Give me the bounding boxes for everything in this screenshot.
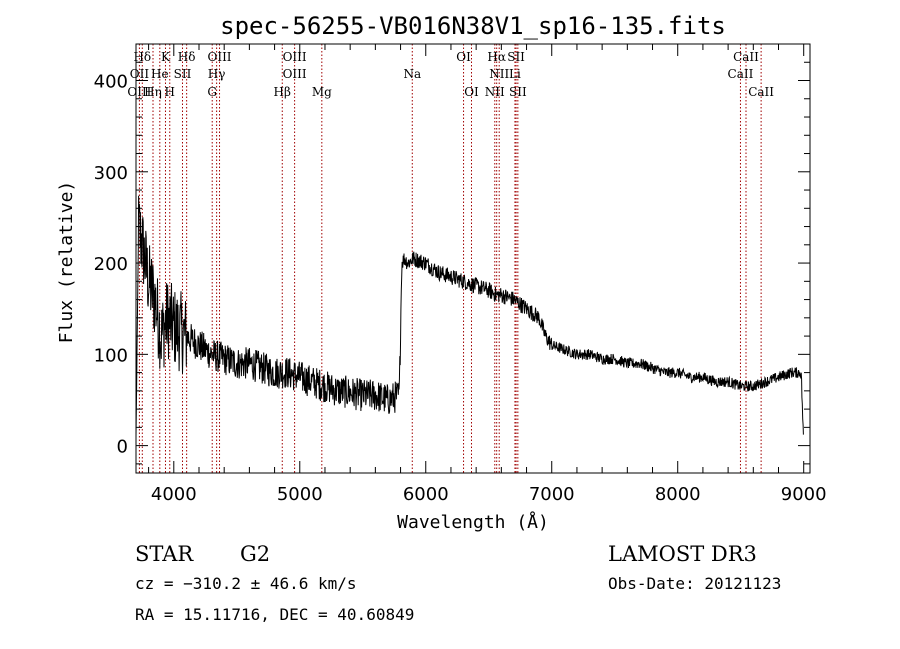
- x-tick-label: 8000: [655, 484, 701, 505]
- redshift-cz: cz = −310.2 ± 46.6 km/s: [135, 574, 357, 593]
- spectral-line-label: K: [161, 50, 171, 64]
- spectrum-line: [135, 195, 804, 437]
- spectral-line-label: OIII: [283, 50, 307, 64]
- spectral-line-label: Li: [509, 67, 521, 81]
- spectral-line-label: G: [207, 85, 217, 99]
- spectral-line-label: CaII: [728, 67, 754, 81]
- y-axis-ticks: 0 100 200 300 400: [94, 43, 810, 465]
- spectral-line-label: Hβ: [274, 85, 291, 99]
- spectral-line-label: OI: [464, 85, 479, 99]
- x-axis-label: Wavelength (Å): [397, 511, 549, 533]
- spectral-line-label: OII: [130, 67, 150, 81]
- spectral-line-label: NII: [489, 67, 509, 81]
- spectral-line-label: SII: [174, 67, 192, 81]
- chart-title: spec-56255-VB016N38V1_sp16-135.fits: [220, 12, 726, 40]
- spectral-line-label: Hγ: [208, 67, 226, 81]
- spectral-line-label: Na: [403, 67, 421, 81]
- x-tick-label: 6000: [403, 484, 449, 505]
- x-tick-label: 5000: [277, 484, 323, 505]
- sky-coordinates: RA = 15.11716, DEC = 40.60849: [135, 605, 414, 624]
- plot-frame: [135, 43, 811, 474]
- spectral-line-label: OI: [456, 50, 471, 64]
- y-tick-label: 200: [94, 254, 128, 275]
- spectral-line-label: Hδ: [133, 50, 151, 64]
- spectral-line-label: Hδ: [178, 50, 196, 64]
- y-tick-label: 0: [117, 437, 128, 458]
- y-tick-label: 400: [94, 72, 128, 93]
- spectral-line-label: Hα: [487, 50, 506, 64]
- spectral-line-label: He: [151, 67, 169, 81]
- spectral-line-markers: [138, 44, 762, 473]
- object-subclass: G2: [240, 542, 270, 566]
- spectral-line-label: CaII: [733, 50, 759, 64]
- spectral-line-label: Mg: [312, 85, 332, 99]
- spectral-line-label: NII: [485, 85, 505, 99]
- spectral-line-label: Hη: [144, 85, 162, 99]
- y-axis-label: Flux (relative): [56, 181, 77, 344]
- spectral-line-label: CaII: [748, 85, 774, 99]
- y-tick-label: 100: [94, 345, 128, 366]
- x-tick-label: 7000: [529, 484, 575, 505]
- spectral-line-label: OIII: [207, 50, 231, 64]
- spectral-line-label: SII: [507, 50, 525, 64]
- x-axis-ticks: 4000 5000 6000 7000 8000 9000: [148, 44, 827, 505]
- spectral-line-label: OIII: [127, 85, 151, 99]
- spectral-line-label: OIII: [283, 67, 307, 81]
- x-tick-label: 4000: [151, 484, 197, 505]
- x-tick-label: 9000: [781, 484, 827, 505]
- observation-date: Obs-Date: 20121123: [608, 574, 781, 593]
- y-tick-label: 300: [94, 163, 128, 184]
- survey-label: LAMOST DR3: [608, 542, 757, 566]
- spectral-line-label: SII: [509, 85, 527, 99]
- object-class: STAR: [135, 542, 194, 566]
- spectral-line-label: H: [165, 85, 175, 99]
